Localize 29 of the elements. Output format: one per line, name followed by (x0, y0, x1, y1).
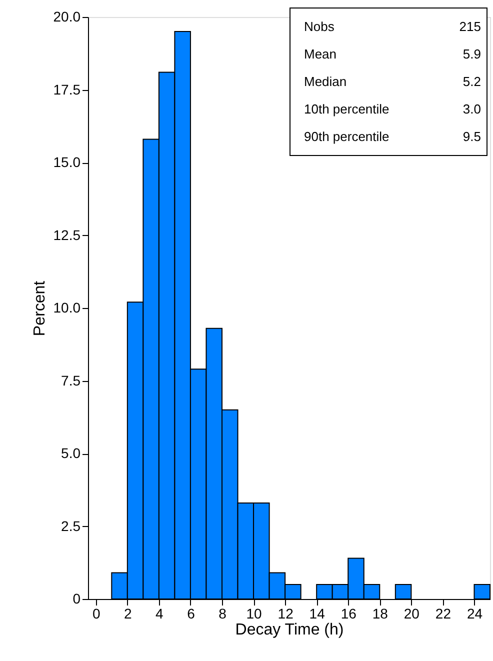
x-tick-label: 6 (187, 606, 196, 622)
y-tick-label: 10.0 (53, 300, 81, 316)
x-tick-label: 24 (466, 606, 483, 622)
y-tick-label: 5.0 (61, 445, 81, 461)
x-tick-label: 0 (92, 606, 100, 622)
y-tick-label: 2.5 (61, 518, 81, 534)
y-tick-label: 20.0 (53, 8, 81, 24)
text: Mean 5.9 (304, 46, 481, 62)
x-tick-label: 16 (340, 606, 357, 622)
x-tick-label: 18 (372, 606, 388, 622)
text: 90th percentile 9.5 (304, 129, 481, 144)
x-tick-label: 10 (246, 606, 262, 622)
x-tick-label: 4 (156, 606, 164, 622)
y-tick-label: 7.5 (61, 372, 81, 388)
x-tick-label: 22 (435, 606, 452, 622)
x-tick-label: 20 (404, 606, 420, 622)
text: Median 5.2 (304, 74, 481, 89)
y-tick-label: 0 (72, 590, 81, 606)
y-tick-label: 17.5 (53, 81, 81, 98)
y-tick-label: 12.5 (53, 226, 81, 243)
text: 10th percentile 3.0 (304, 102, 481, 116)
y-tick-label: 15.0 (53, 154, 81, 170)
text: Nobs 215 (304, 19, 481, 34)
x-tick-label: 2 (124, 606, 132, 622)
x-tick-label: 14 (309, 606, 326, 622)
x-tick-label: 12 (278, 606, 294, 622)
x-tick-label: 8 (218, 606, 227, 622)
y-axis-title: Percent (31, 280, 48, 336)
x-axis-title: Decay Time (h) (235, 622, 344, 638)
